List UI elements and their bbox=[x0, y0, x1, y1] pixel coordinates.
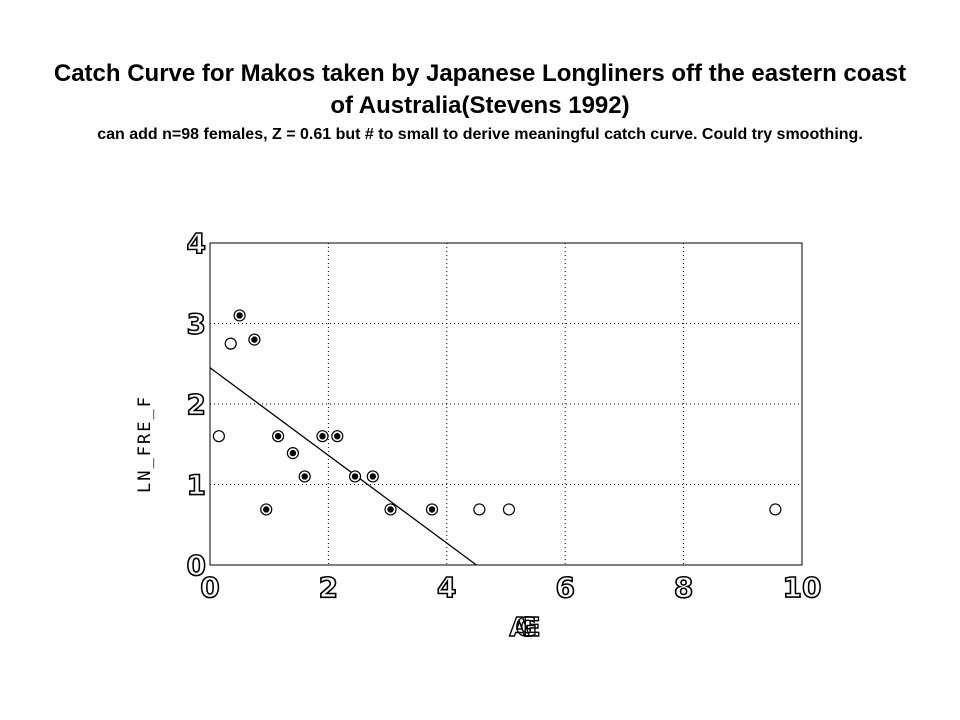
x-tick-label: 8 bbox=[674, 571, 693, 604]
fit-line bbox=[209, 367, 477, 566]
title-block: Catch Curve for Makos taken by Japanese … bbox=[40, 58, 920, 146]
data-point-dot bbox=[351, 473, 359, 480]
data-point bbox=[212, 430, 225, 443]
y-tick-label: 4 bbox=[187, 227, 206, 260]
y-axis-label: LN_FRE_F bbox=[135, 395, 155, 493]
data-point-dot bbox=[274, 433, 282, 440]
grid-lines bbox=[210, 243, 802, 565]
y-tick-label: 0 bbox=[187, 549, 206, 582]
data-point bbox=[473, 503, 486, 516]
data-point-dot bbox=[263, 506, 270, 513]
data-point bbox=[224, 337, 237, 350]
y-tick-label: 1 bbox=[187, 469, 206, 502]
chart-subtitle: can add n=98 females, Z = 0.61 but # to … bbox=[97, 126, 863, 143]
data-point-dot bbox=[428, 506, 436, 513]
data-point-dot bbox=[387, 506, 394, 513]
plot-frame bbox=[209, 242, 803, 566]
y-tick-labels: 0 1 2 3 4 bbox=[186, 226, 207, 583]
data-point-dot bbox=[369, 473, 376, 480]
x-axis-label: AGE bbox=[509, 613, 538, 643]
data-point-dot bbox=[334, 433, 341, 440]
data-point-dot bbox=[289, 449, 297, 457]
x-tick-label: 10 bbox=[783, 571, 822, 604]
data-point bbox=[769, 503, 782, 516]
y-tick-label: 2 bbox=[187, 388, 206, 421]
data-point-dot bbox=[301, 473, 308, 480]
data-point-dot bbox=[251, 336, 258, 343]
x-tick-label: 2 bbox=[319, 571, 338, 604]
data-point bbox=[502, 503, 516, 516]
chart-title: Catch Curve for Makos taken by Japanese … bbox=[53, 60, 907, 119]
x-tick-labels: 0 2 4 6 8 10 bbox=[199, 570, 822, 605]
x-tick-label: 4 bbox=[437, 571, 456, 604]
y-tick-label: 3 bbox=[187, 308, 206, 341]
data-point-dot bbox=[319, 433, 326, 440]
x-tick-label: 0 bbox=[200, 571, 219, 604]
x-tick-label: 6 bbox=[555, 571, 574, 604]
data-points bbox=[212, 309, 782, 516]
data-point-dot bbox=[236, 312, 243, 319]
